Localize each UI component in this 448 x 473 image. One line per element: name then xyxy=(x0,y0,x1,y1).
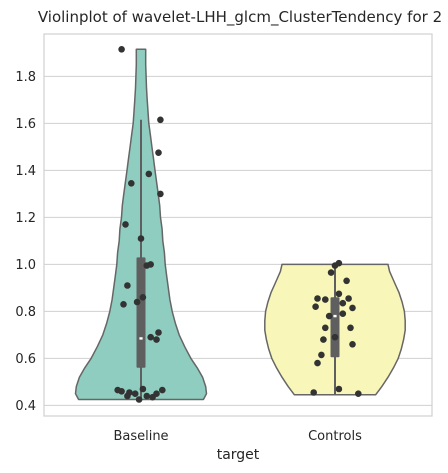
data-point xyxy=(153,336,160,343)
data-point xyxy=(349,305,356,312)
data-point xyxy=(118,46,125,53)
iqr-box xyxy=(331,297,340,357)
data-point xyxy=(355,390,362,397)
y-axis-ticks: 0.4 0.6 0.8 1.0 1.2 1.4 1.6 1.8 xyxy=(15,70,36,414)
data-point xyxy=(314,360,321,367)
y-tick-label: 0.4 xyxy=(15,399,36,414)
data-point xyxy=(336,291,343,298)
data-point xyxy=(140,294,147,301)
data-point xyxy=(157,191,164,198)
y-tick-label: 0.8 xyxy=(15,305,36,320)
median-mark xyxy=(333,315,336,317)
data-point xyxy=(132,390,139,397)
y-tick-label: 1.8 xyxy=(15,70,36,85)
data-point xyxy=(136,396,143,403)
data-point xyxy=(326,313,333,320)
data-point xyxy=(345,295,352,302)
data-point xyxy=(322,325,329,332)
data-point xyxy=(122,221,129,228)
data-point xyxy=(312,303,319,310)
data-point xyxy=(314,295,321,302)
data-point xyxy=(155,149,162,156)
median-mark xyxy=(139,337,142,339)
x-tick-label: Controls xyxy=(308,429,362,444)
data-point xyxy=(157,117,164,124)
data-point xyxy=(318,352,325,359)
data-point xyxy=(134,299,141,306)
data-point xyxy=(332,334,339,341)
iqr-box xyxy=(137,257,146,367)
data-point xyxy=(332,262,339,269)
data-point xyxy=(155,329,162,336)
data-point xyxy=(118,388,125,395)
y-tick-label: 1.6 xyxy=(15,117,36,132)
data-point xyxy=(124,393,131,400)
y-tick-label: 1.4 xyxy=(15,164,36,179)
data-point xyxy=(322,296,329,303)
data-point xyxy=(140,386,147,393)
data-point xyxy=(349,341,356,348)
data-point xyxy=(149,394,156,401)
data-point xyxy=(146,171,153,178)
data-point xyxy=(147,334,154,341)
data-point xyxy=(310,389,317,396)
data-point xyxy=(128,180,135,187)
data-point xyxy=(328,269,335,276)
data-point xyxy=(144,393,151,400)
data-point xyxy=(320,336,327,343)
data-point xyxy=(124,282,131,289)
data-point xyxy=(159,387,166,394)
data-point xyxy=(144,262,151,269)
chart-title: Violinplot of wavelet-LHH_glcm_ClusterTe… xyxy=(38,8,442,27)
x-tick-label: Baseline xyxy=(113,429,168,444)
data-point xyxy=(120,301,127,308)
x-axis-label: target xyxy=(217,447,260,463)
y-tick-label: 1.2 xyxy=(15,211,36,226)
y-tick-label: 0.6 xyxy=(15,352,36,367)
y-tick-label: 1.0 xyxy=(15,258,36,273)
data-point xyxy=(138,235,145,242)
data-point xyxy=(347,325,354,332)
data-point xyxy=(343,278,350,285)
data-point xyxy=(336,386,343,393)
data-point xyxy=(340,310,347,317)
x-axis-ticks: Baseline Controls xyxy=(113,429,362,444)
data-point xyxy=(340,300,347,307)
